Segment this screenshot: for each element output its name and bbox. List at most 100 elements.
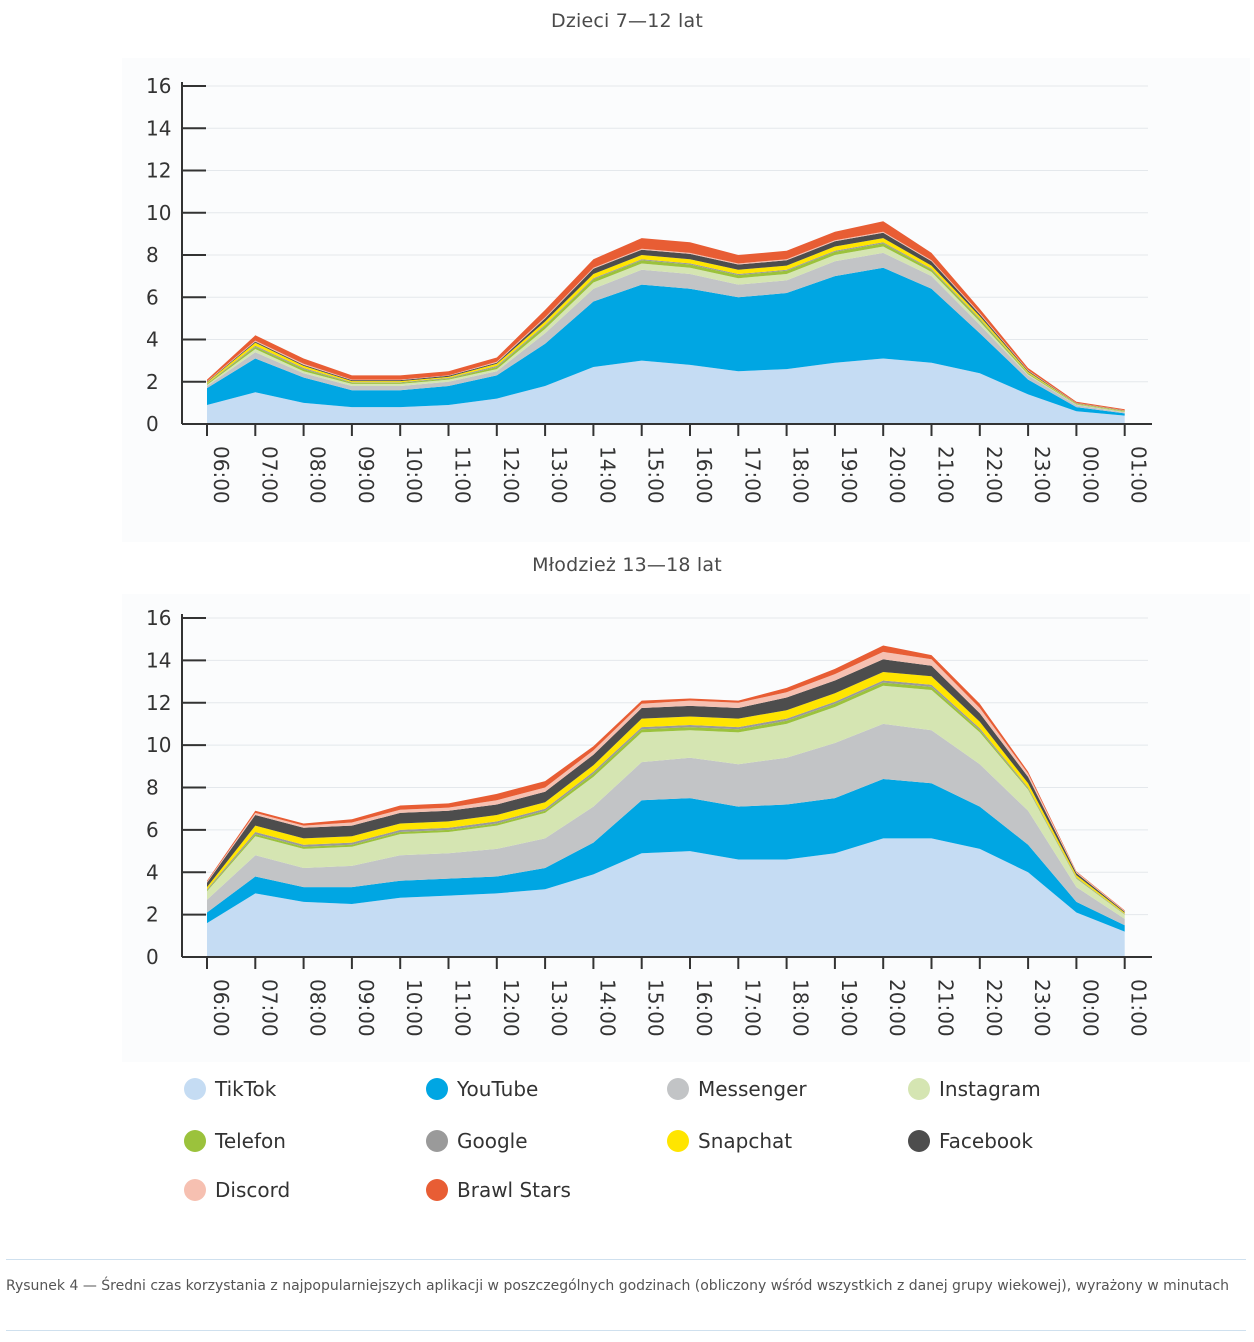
x-tick-label: 09:00 (354, 979, 378, 1037)
y-tick-label-14: 14 (146, 648, 171, 672)
x-tick-label: 01:00 (1127, 979, 1151, 1037)
x-tick-label: 18:00 (789, 446, 813, 504)
x-tick-label: 01:00 (1127, 446, 1151, 504)
caption-rule-bottom (6, 1330, 1246, 1331)
legend-label: Snapchat (698, 1129, 793, 1153)
x-tick-label: 10:00 (402, 979, 426, 1037)
x-tick-label: 16:00 (692, 446, 716, 504)
x-tick-label: 23:00 (1030, 446, 1054, 504)
area-messenger-youth (207, 723, 1125, 926)
y-tick-label-12: 12 (146, 691, 171, 715)
y-tick-label-10: 10 (146, 733, 171, 757)
legend-item-messenger: Messenger (667, 1072, 807, 1106)
y-tick-label-2: 2 (146, 370, 159, 394)
area-chart-youth: 0 2 4 6 8 10 12 14 16 06:00 07:00 08:00 09:00 10:00 11… (146, 606, 1152, 1037)
y-tick-label-10: 10 (146, 201, 171, 225)
x-tick-label: 20:00 (885, 979, 909, 1037)
area-snapchat-youth (207, 672, 1125, 914)
legend-item-youtube: YouTube (426, 1072, 538, 1106)
legend-item-brawl-stars: Brawl Stars (426, 1173, 571, 1207)
y-tick-label-6: 6 (146, 285, 159, 309)
legend-item-telefon: Telefon (184, 1124, 286, 1158)
x-tick-label: 19:00 (837, 446, 861, 504)
chart-title-children: Dzieci 7—12 lat (550, 10, 703, 32)
x-tick-label: 00:00 (1078, 446, 1102, 504)
x-tick-label: 15:00 (644, 446, 668, 504)
legend-swatch (667, 1130, 689, 1152)
legend-swatch (426, 1179, 448, 1201)
x-tick-label: 19:00 (837, 979, 861, 1037)
legend-item-snapchat: Snapchat (667, 1124, 792, 1158)
legend-item-google: Google (426, 1124, 528, 1158)
y-tick-label-8: 8 (146, 243, 159, 267)
figure-caption: Rysunek 4 — Średni czas korzystania z na… (6, 1278, 1230, 1294)
legend-swatch (184, 1078, 206, 1100)
x-tick-label: 21:00 (934, 446, 958, 504)
x-tick-label: 15:00 (644, 979, 668, 1037)
area-chart-children: 0 2 4 6 8 10 12 14 16 06:00 07:00 08:00 09:00 10:00 11… (146, 74, 1152, 504)
x-tick-label: 22:00 (982, 446, 1006, 504)
legend-item-facebook: Facebook (908, 1124, 1033, 1158)
y-tick-label-0: 0 (146, 412, 159, 436)
x-tick-label: 13:00 (547, 446, 571, 504)
x-tick-label: 17:00 (740, 979, 764, 1037)
x-tick-label: 14:00 (595, 979, 619, 1037)
x-tick-label: 21:00 (934, 979, 958, 1037)
legend-label: Telefon (215, 1129, 286, 1153)
area-tiktok-youth (207, 838, 1125, 957)
legend-item-discord: Discord (184, 1173, 290, 1207)
y-tick-label-8: 8 (146, 776, 159, 800)
legend-swatch (184, 1179, 206, 1201)
area-messenger-children (207, 252, 1125, 414)
x-tick-label: 18:00 (789, 979, 813, 1037)
legend-label: Google (457, 1129, 528, 1153)
area-facebook-youth (207, 659, 1125, 913)
legend-swatch (908, 1078, 930, 1100)
area-google-youth (207, 680, 1125, 915)
legend-swatch (426, 1130, 448, 1152)
x-tick-label: 10:00 (402, 446, 426, 504)
x-tick-label: 09:00 (354, 446, 378, 504)
area-discord-youth (207, 651, 1125, 912)
x-tick-label: 11:00 (451, 446, 475, 504)
y-tick-label-12: 12 (146, 159, 171, 183)
area-tiktok-children (207, 358, 1125, 424)
x-tick-label: 08:00 (306, 446, 330, 504)
legend-swatch (908, 1130, 930, 1152)
legend-label: Instagram (939, 1077, 1041, 1101)
legend-swatch (667, 1078, 689, 1100)
x-tick-label: 20:00 (885, 446, 909, 504)
x-tick-label: 08:00 (306, 979, 330, 1037)
x-tick-label: 17:00 (740, 446, 764, 504)
x-tick-label: 13:00 (547, 979, 571, 1037)
legend-label: Brawl Stars (457, 1178, 571, 1202)
y-tick-label-2: 2 (146, 903, 159, 927)
legend-label: Facebook (939, 1129, 1033, 1153)
x-tick-label: 07:00 (257, 979, 281, 1037)
x-tick-label: 06:00 (209, 446, 233, 504)
legend-label: YouTube (457, 1077, 539, 1101)
x-tick-label: 07:00 (257, 446, 281, 504)
area-youtube-children (207, 267, 1125, 416)
x-tick-label: 22:00 (982, 979, 1006, 1037)
legend-label: TikTok (215, 1077, 277, 1101)
x-tick-label: 16:00 (692, 979, 716, 1037)
y-tick-label-16: 16 (146, 74, 171, 98)
y-tick-label-16: 16 (146, 606, 171, 630)
legend-swatch (426, 1078, 448, 1100)
x-tick-label: 14:00 (595, 446, 619, 504)
chart-title-youth: Młodzież 13—18 lat (532, 554, 722, 576)
legend-item-instagram: Instagram (908, 1072, 1041, 1106)
y-tick-label-14: 14 (146, 116, 171, 140)
x-tick-label: 12:00 (499, 446, 523, 504)
x-tick-label: 11:00 (451, 979, 475, 1037)
y-tick-label-0: 0 (146, 945, 159, 969)
legend-label: Messenger (698, 1077, 807, 1101)
y-tick-label-4: 4 (146, 860, 159, 884)
legend-item-tiktok: TikTok (184, 1072, 276, 1106)
y-tick-label-4: 4 (146, 328, 159, 352)
y-tick-label-6: 6 (146, 818, 159, 842)
x-tick-label: 06:00 (209, 979, 233, 1037)
x-tick-label: 00:00 (1078, 979, 1102, 1037)
caption-rule-top (6, 1259, 1246, 1260)
